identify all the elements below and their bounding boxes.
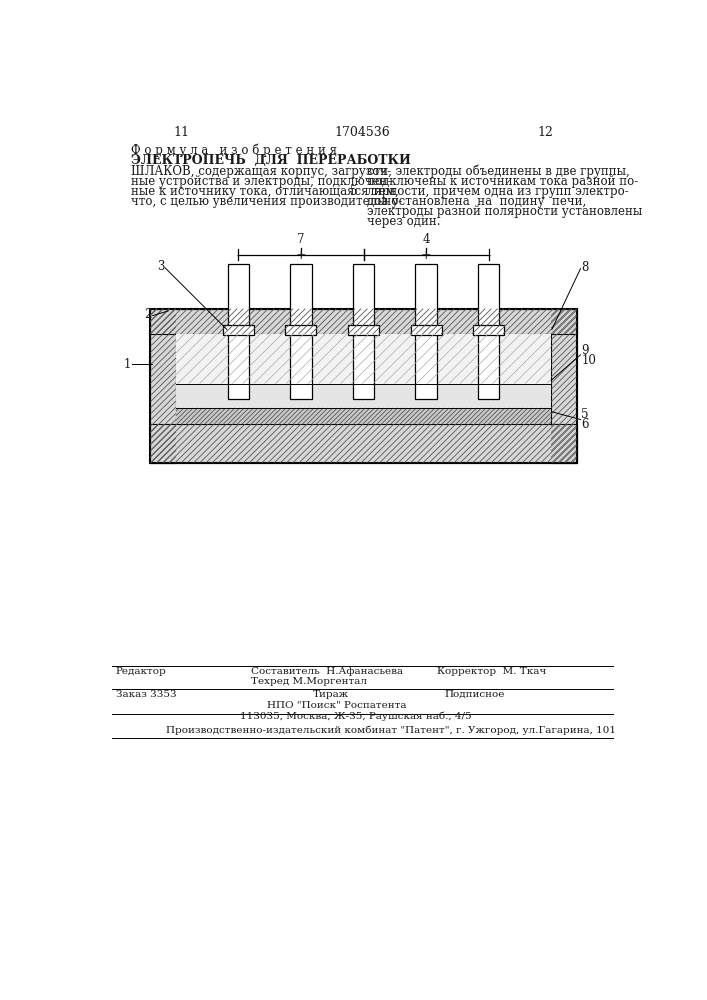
Bar bbox=[151, 424, 577, 463]
Bar bbox=[176, 334, 551, 384]
Bar bbox=[228, 264, 250, 399]
Bar bbox=[151, 309, 176, 463]
Text: что, с целью увеличения производительно-: что, с целью увеличения производительно- bbox=[131, 195, 402, 208]
Text: подключены к источникам тока разной по-: подключены к источникам тока разной по- bbox=[368, 175, 638, 188]
Text: -: - bbox=[236, 249, 240, 262]
Text: дов установлена  на  подину  печи,: дов установлена на подину печи, bbox=[368, 195, 587, 208]
Text: -: - bbox=[361, 249, 366, 262]
Text: Подписное: Подписное bbox=[445, 690, 506, 699]
Text: 9: 9 bbox=[581, 344, 589, 358]
Text: ные к источнику тока, отличающаяся тем,: ные к источнику тока, отличающаяся тем, bbox=[131, 185, 399, 198]
Text: Корректор  М. Ткач: Корректор М. Ткач bbox=[437, 667, 547, 676]
Text: Редактор: Редактор bbox=[115, 667, 166, 676]
Text: +: + bbox=[296, 249, 306, 262]
Text: 4: 4 bbox=[422, 233, 430, 246]
Bar bbox=[176, 384, 551, 408]
Text: 12: 12 bbox=[538, 126, 554, 139]
Text: ШЛАКОВ, содержащая корпус, загрузоч-: ШЛАКОВ, содержащая корпус, загрузоч- bbox=[131, 165, 391, 178]
Text: 113035, Москва, Ж-35, Раушская наб., 4/5: 113035, Москва, Ж-35, Раушская наб., 4/5 bbox=[240, 711, 471, 721]
Bar bbox=[473, 325, 504, 335]
Text: 3: 3 bbox=[157, 260, 164, 273]
Text: 8: 8 bbox=[581, 261, 589, 274]
Text: 1: 1 bbox=[124, 358, 131, 371]
Text: 1704536: 1704536 bbox=[334, 126, 390, 139]
Text: НПО "Поиск" Роспатента: НПО "Поиск" Роспатента bbox=[267, 701, 406, 710]
Bar bbox=[176, 334, 551, 424]
Bar bbox=[286, 325, 317, 335]
Text: Составитель  Н.Афанасьева: Составитель Н.Афанасьева bbox=[251, 667, 403, 676]
Text: Ф о р м у л а   и з о б р е т е н и я: Ф о р м у л а и з о б р е т е н и я bbox=[131, 143, 337, 157]
Bar bbox=[353, 264, 374, 399]
Text: через один.: через один. bbox=[368, 215, 441, 228]
Text: 11: 11 bbox=[173, 126, 189, 139]
Bar bbox=[151, 309, 577, 334]
Bar bbox=[151, 309, 577, 334]
Bar bbox=[415, 264, 437, 399]
Bar bbox=[348, 325, 379, 335]
Text: 2: 2 bbox=[144, 308, 152, 321]
Text: электроды разной полярности установлены: электроды разной полярности установлены bbox=[368, 205, 643, 218]
Text: 7: 7 bbox=[297, 233, 305, 246]
Bar bbox=[151, 309, 176, 463]
Text: 6: 6 bbox=[581, 418, 589, 431]
Bar bbox=[478, 264, 499, 399]
Text: 10: 10 bbox=[581, 354, 596, 367]
Bar bbox=[551, 309, 577, 463]
Bar bbox=[151, 309, 577, 463]
Text: сти, электроды объединены в две группы,: сти, электроды объединены в две группы, bbox=[368, 165, 630, 178]
Text: +: + bbox=[421, 249, 431, 262]
Text: Техред М.Моргентал: Техред М.Моргентал bbox=[251, 677, 367, 686]
Bar bbox=[411, 325, 441, 335]
Text: 5: 5 bbox=[351, 185, 358, 198]
Text: ные устройства и электроды, подключен-: ные устройства и электроды, подключен- bbox=[131, 175, 392, 188]
Bar bbox=[151, 424, 577, 463]
Bar bbox=[290, 264, 312, 399]
Text: Тираж: Тираж bbox=[313, 690, 349, 699]
Text: Производственно-издательский комбинат "Патент", г. Ужгород, ул.Гагарина, 101: Производственно-издательский комбинат "П… bbox=[166, 726, 616, 735]
Text: лярности, причем одна из групп электро-: лярности, причем одна из групп электро- bbox=[368, 185, 629, 198]
Bar bbox=[176, 408, 551, 424]
Text: Заказ 3353: Заказ 3353 bbox=[115, 690, 176, 699]
Bar bbox=[551, 309, 577, 463]
Text: 5: 5 bbox=[581, 408, 589, 421]
Bar bbox=[223, 325, 254, 335]
Text: -: - bbox=[486, 249, 491, 262]
Text: ЭЛЕКТРОПЕЧЬ  ДЛЯ  ПЕРЕРАБОТКИ: ЭЛЕКТРОПЕЧЬ ДЛЯ ПЕРЕРАБОТКИ bbox=[131, 154, 411, 167]
